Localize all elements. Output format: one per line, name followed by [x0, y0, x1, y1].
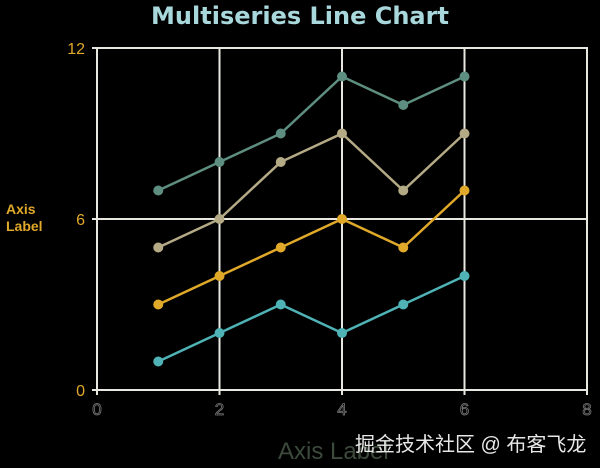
series-line-4	[157, 75, 466, 192]
y-tick-label: 6	[76, 212, 85, 229]
series-1-point	[337, 328, 347, 338]
x-tick-label: 8	[582, 400, 591, 419]
chart-title: Multiseries Line Chart	[151, 2, 449, 30]
watermark: 掘金技术社区 @ 布客飞龙	[355, 434, 587, 456]
series-4-point	[398, 100, 409, 110]
x-tick-label: 2	[215, 400, 224, 419]
series-2-point	[459, 185, 470, 196]
series-line-1	[157, 274, 466, 363]
y-tick-label: 0	[76, 383, 85, 400]
series-2-point	[214, 271, 225, 281]
x-tick-label: 0	[92, 400, 101, 419]
series-4-point	[459, 71, 470, 82]
series-2-point	[398, 242, 409, 253]
series-line-2	[157, 189, 466, 306]
series-1-point	[398, 299, 409, 310]
series-4-point	[337, 71, 347, 82]
x-tick-label: 6	[460, 400, 469, 419]
series-3-point	[275, 157, 286, 167]
series-3-point	[337, 128, 347, 139]
series-1-point	[214, 328, 225, 338]
series-2-point	[337, 214, 347, 224]
series-2-point	[153, 299, 164, 310]
series-3-point	[214, 214, 225, 224]
x-axis-label: Axis Label	[278, 438, 389, 465]
series-4-point	[153, 185, 164, 196]
series-1-point	[153, 356, 164, 367]
series-3-point	[459, 128, 470, 139]
series-line-3	[157, 132, 466, 249]
series-4-point	[214, 157, 225, 167]
y-tick-label: 12	[67, 41, 85, 58]
series-2-point	[275, 242, 286, 253]
series-1-point	[275, 299, 286, 310]
x-tick-label: 4	[337, 400, 346, 419]
series-3-point	[398, 185, 409, 196]
series-3-point	[153, 242, 164, 253]
series-4-point	[275, 128, 286, 139]
y-axis-label: Axis Label	[6, 201, 43, 234]
series-1-point	[459, 271, 470, 281]
